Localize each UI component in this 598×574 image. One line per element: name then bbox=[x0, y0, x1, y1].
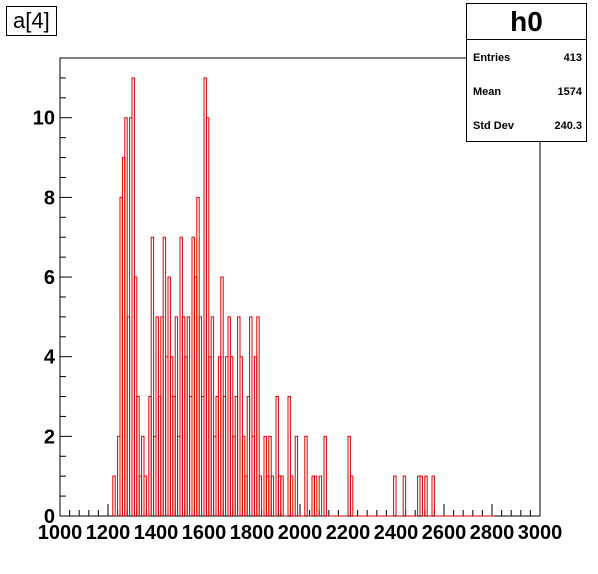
y-tick-label: 4 bbox=[44, 347, 56, 369]
histogram-bin bbox=[349, 475, 354, 516]
histogram-bars bbox=[112, 77, 495, 517]
x-tick-label: 1600 bbox=[182, 522, 227, 544]
x-tick-label: 2000 bbox=[278, 522, 323, 544]
x-tick-label: 1000 bbox=[38, 522, 83, 544]
histogram-bin bbox=[393, 475, 397, 516]
x-tick-label: 1200 bbox=[86, 522, 131, 544]
x-tick-label: 1400 bbox=[134, 522, 179, 544]
stats-box: h0 Entries 413 Mean 1574 Std Dev 240.3 bbox=[466, 3, 587, 142]
stats-value: 240.3 bbox=[554, 120, 582, 132]
histogram-bin bbox=[318, 475, 323, 516]
histogram-bin bbox=[150, 236, 155, 516]
histogram-bin bbox=[419, 475, 423, 516]
histogram-bin bbox=[304, 435, 308, 516]
x-tick-label: 2400 bbox=[374, 522, 419, 544]
x-tick-label: 1800 bbox=[230, 522, 275, 544]
stats-label: Entries bbox=[473, 52, 511, 64]
histogram-bin bbox=[270, 475, 275, 516]
histogram-bin bbox=[174, 316, 179, 516]
histogram-bin bbox=[280, 475, 284, 516]
histogram-bin bbox=[112, 475, 116, 516]
x-tick-label: 2800 bbox=[470, 522, 515, 544]
histogram-bin bbox=[249, 316, 253, 516]
stats-value: 1574 bbox=[557, 86, 582, 98]
stats-row-stddev: Std Dev 240.3 bbox=[467, 108, 586, 142]
y-axis: 0 2 4 6 8 10 bbox=[33, 57, 72, 528]
histogram-bin bbox=[313, 475, 318, 516]
histogram-bin bbox=[143, 475, 147, 516]
x-tick-label: 3000 bbox=[518, 522, 563, 544]
histogram-bin bbox=[424, 475, 428, 516]
y-tick-label: 8 bbox=[44, 187, 55, 209]
histogram-bin bbox=[275, 396, 279, 516]
x-tick-label: 2600 bbox=[422, 522, 467, 544]
x-axis: 1000 1200 1400 1600 1800 2000 2200 2400 2600 2800… bbox=[38, 504, 563, 544]
stats-row-mean: Mean 1574 bbox=[467, 74, 586, 108]
histogram-bin bbox=[294, 435, 299, 516]
stats-label: Std Dev bbox=[473, 120, 514, 132]
stats-histogram-name: h0 bbox=[467, 4, 586, 40]
pad-title: a[4] bbox=[6, 6, 57, 36]
y-tick-label: 0 bbox=[44, 506, 55, 528]
histogram-bin bbox=[287, 396, 291, 516]
histogram-bin bbox=[323, 435, 327, 516]
y-tick-label: 6 bbox=[44, 267, 55, 289]
x-tick-label: 2200 bbox=[326, 522, 371, 544]
y-tick-label: 2 bbox=[44, 426, 55, 448]
histogram-bin bbox=[210, 316, 215, 516]
stats-row-entries: Entries 413 bbox=[467, 40, 586, 74]
histogram-bin bbox=[402, 475, 407, 516]
histogram-bin bbox=[256, 316, 260, 516]
stats-value: 413 bbox=[563, 52, 582, 64]
histogram-bin bbox=[289, 475, 294, 516]
histogram-bin bbox=[136, 396, 140, 516]
histogram-bin bbox=[258, 475, 263, 516]
histogram-bin bbox=[431, 475, 435, 516]
stats-label: Mean bbox=[473, 86, 502, 98]
y-tick-label: 10 bbox=[33, 108, 55, 130]
histogram-bin bbox=[205, 117, 210, 516]
